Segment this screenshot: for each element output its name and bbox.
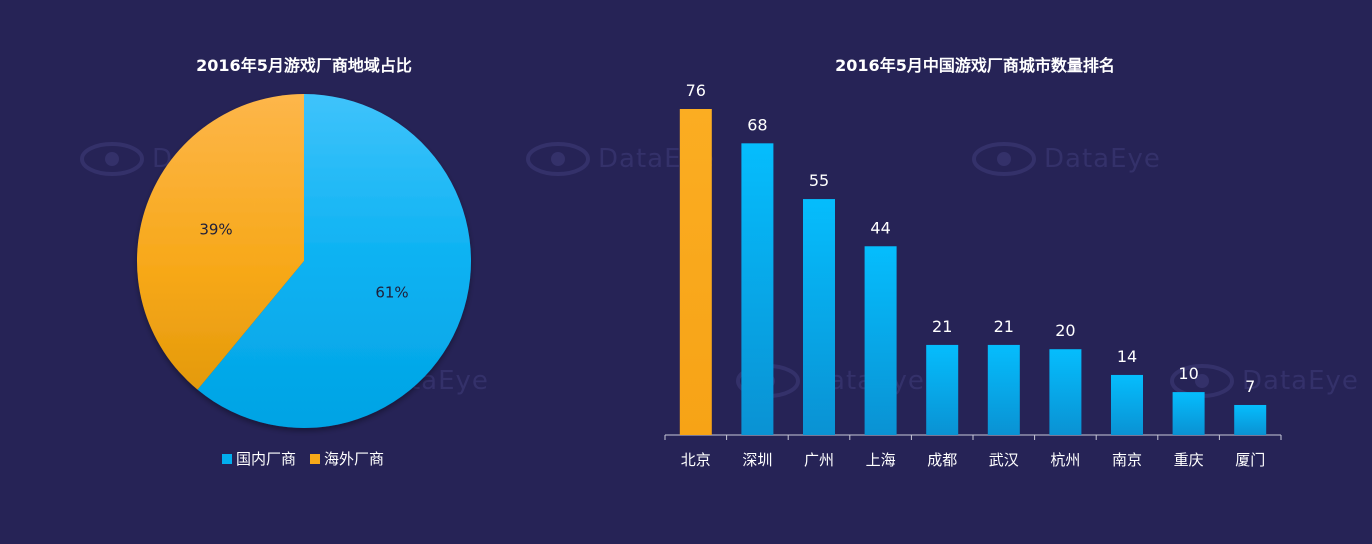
- bar-value-label: 20: [1055, 321, 1075, 340]
- bar-value-label: 68: [747, 115, 767, 134]
- x-tick-label: 成都: [927, 451, 957, 469]
- pie-value-label: 39%: [199, 220, 232, 238]
- bar-北京[interactable]: [679, 109, 712, 435]
- x-tick-label: 广州: [804, 451, 834, 469]
- legend-item-domestic[interactable]: 国内厂商: [222, 448, 296, 469]
- bar-value-label: 7: [1245, 377, 1255, 396]
- legend-label: 海外厂商: [324, 450, 385, 468]
- legend-item-overseas[interactable]: 海外厂商: [310, 448, 384, 469]
- bar-value-label: 44: [870, 218, 890, 237]
- pie-chart-title: 2016年5月游戏厂商地域占比: [196, 56, 412, 75]
- bar-南京[interactable]: [1111, 374, 1143, 435]
- legend-swatch: [222, 453, 232, 464]
- bar-重庆[interactable]: [1172, 392, 1205, 435]
- legend-swatch: [310, 453, 321, 464]
- bar-深圳[interactable]: [741, 143, 774, 435]
- x-tick-label: 杭州: [1050, 451, 1080, 469]
- pie-slice-overseas[interactable]: [136, 94, 304, 390]
- bar-chart: 76 北京 68 深圳 55 广州 44 上海 21 成都 21 武汉 20 杭州 14 南京 10 重庆 7 厦门: [664, 81, 1282, 469]
- bar-value-label: 21: [994, 317, 1014, 336]
- bar-杭州[interactable]: [1049, 349, 1082, 435]
- bar-厦门[interactable]: [1234, 404, 1267, 435]
- pie-value-label: 61%: [375, 284, 408, 302]
- x-tick-label: 厦门: [1235, 451, 1265, 469]
- bar-value-label: 76: [686, 81, 706, 100]
- pie-labels: 61% 39%: [199, 220, 408, 301]
- bar-广州[interactable]: [803, 199, 835, 435]
- x-tick-label: 南京: [1112, 451, 1142, 469]
- legend-label: 国内厂商: [236, 450, 297, 468]
- pie-legend: 国内厂商 海外厂商: [222, 448, 398, 469]
- pie-chart: [136, 94, 472, 429]
- x-tick-label: 重庆: [1174, 451, 1204, 469]
- bar-上海[interactable]: [864, 246, 897, 435]
- x-tick-label: 北京: [681, 451, 711, 469]
- bar-value-label: 14: [1117, 347, 1137, 366]
- x-tick-label: 上海: [866, 451, 896, 469]
- bar-value-label: 10: [1178, 364, 1198, 383]
- bar-武汉[interactable]: [987, 344, 1020, 435]
- bar-chart-title: 2016年5月中国游戏厂商城市数量排名: [835, 56, 1115, 75]
- x-tick-label: 武汉: [989, 451, 1019, 469]
- bar-value-label: 21: [932, 317, 952, 336]
- pie-slice-domestic[interactable]: [197, 94, 472, 429]
- bar-value-label: 55: [809, 171, 829, 190]
- bar-成都[interactable]: [926, 344, 959, 435]
- x-tick-label: 深圳: [742, 451, 772, 469]
